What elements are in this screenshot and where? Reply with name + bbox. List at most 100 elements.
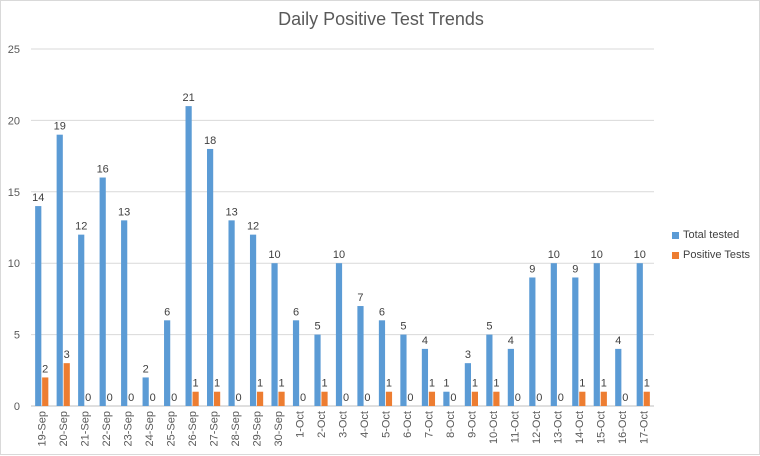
data-label-positive-tests: 1 — [386, 378, 392, 390]
data-label-total-tested: 10 — [333, 249, 345, 261]
data-label-positive-tests: 0 — [558, 392, 564, 404]
x-tick-label: 13-Oct — [552, 411, 564, 444]
y-tick-label: 0 — [14, 401, 20, 413]
bar-total-tested — [636, 263, 643, 406]
chart-legend: Total tested Positive Tests — [672, 225, 750, 265]
data-label-positive-tests: 3 — [64, 349, 70, 361]
data-label-total-tested: 5 — [486, 321, 492, 333]
x-tick-label: 27-Sep — [209, 411, 221, 446]
bar-total-tested — [142, 377, 149, 406]
data-label-total-tested: 5 — [314, 321, 320, 333]
bar-total-tested — [207, 148, 214, 406]
legend-label-total-tested: Total tested — [683, 229, 740, 241]
x-tick-label: 16-Oct — [617, 411, 629, 444]
data-label-positive-tests: 1 — [429, 378, 435, 390]
bar-total-tested — [292, 320, 300, 406]
x-tick-label: 4-Oct — [359, 411, 371, 438]
bar-total-tested — [335, 263, 343, 406]
bar-total-tested — [249, 234, 257, 406]
x-tick-label: 21-Sep — [80, 411, 92, 446]
bar-positive-tests — [42, 377, 49, 406]
bar-total-tested — [121, 220, 128, 406]
bar-total-tested — [228, 220, 235, 406]
x-tick-label: 10-Oct — [488, 411, 500, 444]
data-label-positive-tests: 1 — [493, 378, 499, 390]
data-label-total-tested: 2 — [143, 363, 149, 375]
data-label-positive-tests: 0 — [85, 392, 91, 404]
y-tick-label: 10 — [8, 258, 20, 270]
data-label-positive-tests: 0 — [536, 392, 542, 404]
legend-item-positive-tests: Positive Tests — [672, 245, 750, 265]
data-label-positive-tests: 0 — [515, 392, 521, 404]
bar-total-tested — [78, 234, 85, 406]
data-label-total-tested: 19 — [54, 121, 66, 133]
data-label-positive-tests: 0 — [107, 392, 113, 404]
x-tick-label: 19-Sep — [37, 411, 49, 446]
data-label-total-tested: 4 — [615, 335, 621, 347]
data-label-total-tested: 5 — [400, 321, 406, 333]
x-tick-label: 12-Oct — [531, 411, 543, 444]
bar-total-tested — [443, 391, 450, 406]
legend-swatch-positive-tests — [672, 251, 679, 259]
x-tick-label: 26-Sep — [187, 411, 199, 446]
x-tick-label: 23-Sep — [123, 411, 135, 446]
data-label-positive-tests: 1 — [321, 378, 327, 390]
data-label-total-tested: 9 — [572, 263, 578, 275]
data-label-total-tested: 10 — [268, 249, 280, 261]
x-tick-label: 17-Oct — [638, 411, 650, 444]
data-label-total-tested: 21 — [182, 92, 194, 104]
bar-total-tested — [35, 206, 42, 406]
x-tick-label: 1-Oct — [295, 411, 307, 438]
data-label-positive-tests: 1 — [214, 378, 220, 390]
bar-total-tested — [314, 334, 321, 406]
data-label-positive-tests: 1 — [257, 378, 263, 390]
bar-total-tested — [572, 277, 579, 406]
bar-total-tested — [357, 306, 364, 406]
bar-positive-tests — [214, 391, 221, 406]
bar-positive-tests — [493, 391, 500, 406]
bar-positive-tests — [579, 391, 586, 406]
data-label-total-tested: 9 — [529, 263, 535, 275]
bar-total-tested — [593, 263, 600, 406]
data-label-total-tested: 12 — [75, 221, 87, 233]
x-tick-label: 5-Oct — [380, 411, 392, 438]
data-label-positive-tests: 0 — [236, 392, 242, 404]
bar-positive-tests — [256, 391, 264, 406]
data-label-positive-tests: 0 — [150, 392, 156, 404]
bar-positive-tests — [321, 391, 328, 406]
legend-swatch-total-tested — [672, 231, 679, 239]
data-label-positive-tests: 1 — [193, 378, 199, 390]
bar-total-tested — [615, 348, 622, 406]
chart-title: Daily Positive Test Trends — [278, 9, 484, 29]
bar-total-tested — [421, 348, 429, 406]
bar-total-tested — [164, 320, 171, 406]
bar-positive-tests — [278, 391, 285, 406]
y-tick-label: 20 — [8, 115, 20, 127]
data-label-positive-tests: 0 — [128, 392, 134, 404]
data-label-total-tested: 4 — [508, 335, 514, 347]
bar-total-tested — [99, 177, 106, 406]
x-tick-label: 7-Oct — [423, 411, 435, 438]
x-tick-label: 11-Oct — [509, 411, 521, 443]
data-label-total-tested: 18 — [204, 135, 216, 147]
data-label-positive-tests: 1 — [644, 378, 650, 390]
data-label-total-tested: 14 — [32, 192, 44, 204]
y-tick-label: 25 — [8, 44, 20, 56]
x-tick-label: 6-Oct — [402, 411, 414, 438]
data-label-total-tested: 10 — [548, 249, 560, 261]
data-label-total-tested: 6 — [164, 306, 170, 318]
bar-positive-tests — [192, 391, 199, 406]
legend-label-positive-tests: Positive Tests — [683, 249, 751, 261]
data-label-positive-tests: 2 — [42, 363, 48, 375]
data-label-total-tested: 10 — [591, 249, 603, 261]
bar-total-tested — [529, 277, 536, 406]
bar-positive-tests — [471, 391, 478, 406]
bar-total-tested — [464, 363, 471, 406]
bar-total-tested — [550, 263, 557, 406]
bar-total-tested — [400, 334, 407, 406]
data-label-total-tested: 16 — [97, 164, 109, 176]
data-label-total-tested: 6 — [379, 306, 385, 318]
bar-positive-tests — [63, 363, 70, 406]
data-label-positive-tests: 1 — [472, 378, 478, 390]
